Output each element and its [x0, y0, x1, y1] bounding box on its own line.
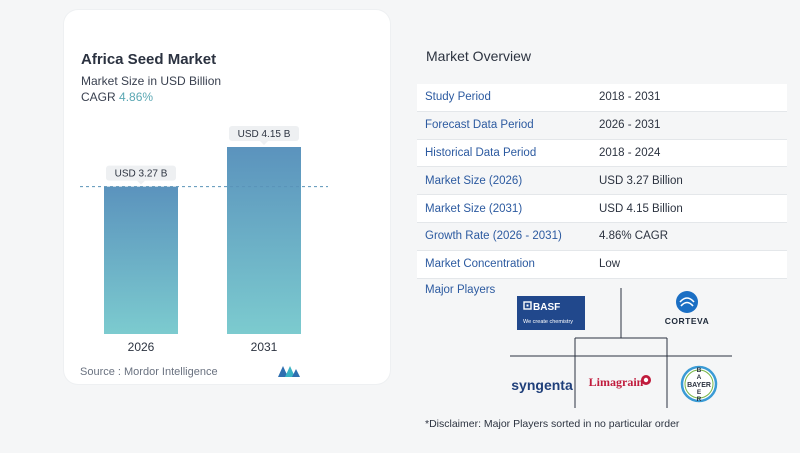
bayer-logo: BAYER B A E R	[680, 365, 718, 403]
major-players-logos: BASF We create chemistry CORTEVA syngent…	[510, 288, 732, 408]
row-value: 4.86% CAGR	[599, 230, 669, 243]
data-label-pointer	[137, 180, 145, 185]
basf-logo: BASF We create chemistry	[517, 296, 585, 330]
svg-text:Limagrain: Limagrain	[589, 375, 644, 389]
row-value: 2018 - 2024	[599, 146, 661, 159]
data-label: USD 3.27 B	[115, 169, 168, 180]
source-text: Source : Mordor Intelligence	[80, 366, 218, 378]
data-label: USD 4.15 B	[238, 129, 291, 140]
row-value: Low	[599, 258, 621, 271]
svg-text:BASF: BASF	[533, 302, 560, 313]
major-players-label: Major Players	[425, 284, 496, 296]
row-label: Growth Rate (2026 - 2031)	[425, 230, 562, 243]
x-tick-label: 2031	[251, 340, 278, 354]
svg-text:syngenta: syngenta	[511, 377, 573, 393]
row-value: 2018 - 2031	[599, 91, 661, 104]
data-label-bg	[229, 126, 299, 141]
row-value: USD 3.27 Billion	[599, 174, 683, 187]
cagr-value: 4.86%	[119, 90, 154, 104]
chart-title: Africa Seed Market	[81, 51, 217, 68]
svg-text:E: E	[697, 389, 702, 396]
cagr-label: CAGR	[81, 90, 116, 104]
overview-row: Market Size (2026) USD 3.27 Billion	[417, 167, 787, 196]
row-label: Forecast Data Period	[425, 119, 534, 132]
bayer-horizontal-text: BAYER	[687, 382, 711, 389]
overview-row: Study Period 2018 - 2031	[417, 84, 787, 112]
cagr-line: CAGR 4.86%	[81, 90, 153, 104]
row-label: Market Size (2026)	[425, 174, 523, 187]
overview-row: Growth Rate (2026 - 2031) 4.86% CAGR	[417, 222, 787, 251]
svg-text:A: A	[697, 374, 702, 381]
corteva-logo: CORTEVA	[665, 291, 709, 326]
data-label-pointer	[260, 141, 268, 145]
svg-text:We create chemistry: We create chemistry	[523, 319, 573, 325]
chart-subtitle: Market Size in USD Billion	[81, 74, 222, 88]
svg-text:R: R	[697, 396, 702, 403]
overview-table: Study Period 2018 - 2031 Forecast Data P…	[417, 84, 787, 279]
row-label: Study Period	[425, 91, 491, 104]
overview-row: Market Size (2031) USD 4.15 Billion	[417, 195, 787, 223]
mordor-logo-icon	[278, 366, 300, 377]
svg-text:CORTEVA: CORTEVA	[665, 316, 709, 326]
row-value: USD 4.15 Billion	[599, 202, 683, 215]
overview-title: Market Overview	[426, 48, 532, 64]
overview-row: Historical Data Period 2018 - 2024	[417, 139, 787, 168]
bar-2026	[104, 186, 178, 334]
syngenta-logo: syngenta	[511, 377, 573, 393]
disclaimer: *Disclaimer: Major Players sorted in no …	[425, 418, 680, 430]
svg-text:B: B	[697, 367, 702, 374]
overview-row: Forecast Data Period 2026 - 2031	[417, 111, 787, 140]
row-label: Market Concentration	[425, 258, 535, 271]
x-tick-label: 2026	[128, 340, 155, 354]
data-label-bg	[106, 165, 176, 181]
limagrain-logo: Limagrain	[589, 375, 651, 389]
row-label: Market Size (2031)	[425, 202, 523, 215]
row-value: 2026 - 2031	[599, 119, 661, 132]
bar-2031	[227, 147, 301, 334]
row-label: Historical Data Period	[425, 146, 537, 159]
overview-row: Market Concentration Low	[417, 250, 787, 279]
